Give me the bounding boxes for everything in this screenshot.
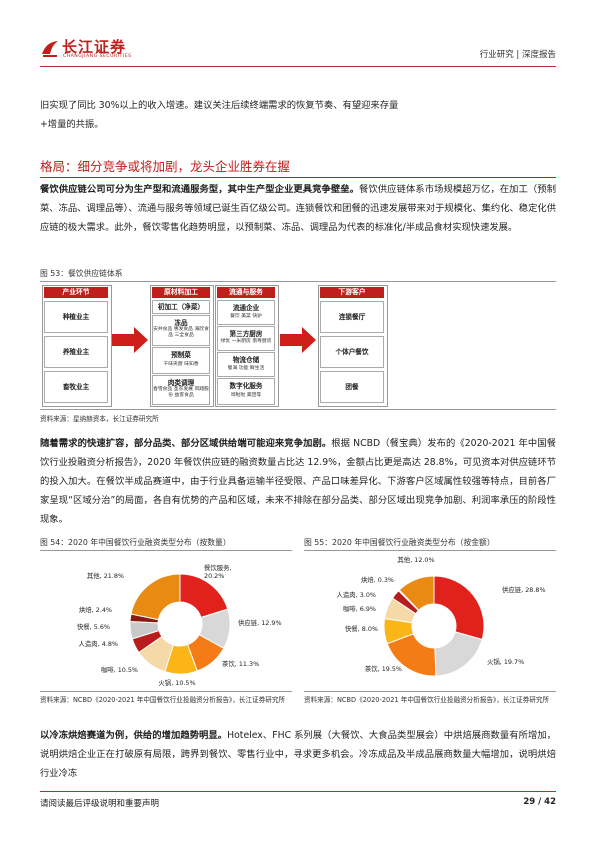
flow-item-3: 物流仓储蜀海 功能 鲜生活: [217, 352, 275, 377]
pie-label-3: 茶饮, 11.3%: [222, 659, 259, 668]
pie-label-8: 烘焙, 2.4%: [79, 605, 112, 614]
paragraph-2: 随着需求的快速扩容，部分品类、部分区域供给端可能迎来竞争加剧。根据 NCBD（餐…: [40, 434, 556, 529]
intro-line-2: +增量的共振。: [40, 119, 104, 130]
raw-processing-head: 原材料加工: [152, 287, 210, 298]
flow-item-2: 第三方厨房 绿优 一米厨房 南粤厨房: [217, 326, 275, 351]
figure-54-rule: [40, 550, 292, 551]
paragraph-3-body: Hotelex、FHC 系列展（大餐饮、大食品类型展会）中烘焙展商数量有所增加，…: [40, 730, 556, 779]
raw-item-3-title: 预制菜: [171, 351, 191, 359]
intro-paragraph: 旧实现了同比 30%以上的收入增速。建议关注后续终端需求的恢复节奏、有望迎来存量…: [40, 96, 556, 134]
report-type-label: 行业研究 | 深度报告: [479, 50, 556, 60]
raw-item-4: 肉类调理 春雪食品 圣农发展 凤翔股份 益客食品: [152, 375, 210, 405]
pie-label-8: 其他, 12.0%: [397, 555, 434, 564]
paragraph-2-lead: 随着需求的快速扩容，部分品类、部分区域供给端可能迎来竞争加剧。: [40, 438, 332, 449]
industry-item-1: 种植业主: [44, 301, 108, 333]
paragraph-1-lead: 餐饮供应链公司可分为生产型和流通服务型，其中生产型企业更具竞争壁垒。: [40, 184, 360, 195]
pie-label-6: 人造肉, 3.0%: [337, 590, 376, 599]
flow-item-4-companies: 哗啦啦 美团等: [230, 393, 262, 398]
pie-label-4: 快餐, 8.0%: [345, 624, 378, 633]
logo-text: 长江证券: [62, 38, 127, 56]
raw-item-2: 冻品 安井食品 惠发食品 海欣食品 三全食品: [152, 315, 210, 346]
flow-item-1-companies: 餐饮 美菜 快驴: [230, 314, 262, 319]
flow-item-1: 流通企业餐饮 美菜 快驴: [217, 300, 275, 325]
company-logo: 长江证券 CHANGJIANG SECURITIES: [40, 36, 150, 62]
figure-53-bottom-rule: [40, 409, 556, 410]
figure-53-caption: 图 53：餐饮供应链体系: [40, 269, 123, 278]
raw-item-3-companies: 千味央厨 味知香: [163, 362, 199, 367]
intro-line-1: 旧实现了同比 30%以上的收入增速。建议关注后续终端需求的恢复节奏、有望迎来存量: [40, 100, 399, 111]
paragraph-1: 餐饮供应链公司可分为生产型和流通服务型，其中生产型企业更具竞争壁垒。餐饮供应链体…: [40, 180, 556, 237]
raw-item-4-title: 肉类调理: [167, 379, 195, 387]
downstream-item-2: 个体户餐饮: [320, 336, 384, 368]
pie-label-7: 快餐, 5.6%: [77, 622, 110, 631]
industry-item-2: 养殖业主: [44, 336, 108, 368]
downstream-item-1: 连锁餐厅: [320, 301, 384, 333]
figure-55-source: 资料来源：NCBD《2020-2021 年中国餐饮行业投融资分析报告》，长江证券…: [304, 696, 550, 704]
footer-disclaimer: 请阅读最后评级说明和重要声明: [40, 799, 160, 809]
downstream-item-3: 团餐: [320, 371, 384, 403]
pie-slice-2: [434, 631, 483, 677]
flow-item-4-title: 数字化服务: [229, 382, 263, 390]
pie-label-5: 咖啡, 6.9%: [343, 604, 376, 613]
pie-label-2: 火锅, 19.7%: [487, 657, 524, 666]
pie-slice-1: [433, 575, 485, 641]
raw-item-1: 初加工（净菜）: [152, 300, 210, 314]
paragraph-2-body: 根据 NCBD（餐宝典）发布的《2020-2021 年中国餐饮行业投融资分析报告…: [40, 438, 556, 525]
pie-label-3: 茶饮, 19.5%: [365, 664, 402, 673]
figure-55-rule: [304, 550, 556, 551]
raw-item-2-title: 冻品: [174, 319, 188, 327]
flow-item-4: 数字化服务哗啦啦 美团等: [217, 378, 275, 405]
raw-item-3: 预制菜千味央厨 味知香: [152, 347, 210, 374]
flow-item-3-title: 物流仓储: [232, 356, 260, 364]
flow-item-2-companies: 绿优 一米厨房 南粤厨房: [220, 339, 272, 344]
logo-subtext: CHANGJIANG SECURITIES: [63, 54, 132, 59]
pie-slice-8: [398, 575, 435, 611]
raw-item-4-companies: 春雪食品 圣农发展 凤翔股份 益客食品: [153, 387, 209, 398]
flow-item-1-title: 流通企业: [232, 304, 260, 312]
arrow-right-icon: [112, 327, 148, 353]
pie-label-6: 人造肉, 4.8%: [79, 639, 118, 648]
figure-55-caption: 图 55：2020 年中国餐饮行业融资类型分布（按金额）: [304, 538, 495, 547]
figure-54-caption: 图 54：2020 年中国餐饮行业融资类型分布（按数量）: [40, 538, 231, 547]
pie-label-5: 咖啡, 10.5%: [101, 665, 138, 674]
industry-head: 产业环节: [44, 287, 108, 298]
figure-54-bottom-rule: [40, 691, 292, 692]
figure-53-source: 资料来源：星纳赫资本，长江证券研究所: [40, 415, 159, 423]
figure-53-rule: [40, 281, 556, 282]
pie-label-1: 供应链, 28.8%: [502, 585, 546, 594]
section-divider: [40, 177, 556, 178]
pie-chart-by-count: 餐饮服务, 20.2% 供应链, 12.9% 茶饮, 11.3% 火锅, 10.5% 咖啡…: [77, 563, 282, 687]
paragraph-3-lead: 以冷冻烘焙赛道为例，供给的增加趋势明显。: [40, 730, 228, 741]
page-number: 29 / 42: [523, 797, 556, 807]
figure-54-source: 资料来源：NCBD《2020-2021 年中国餐饮行业投融资分析报告》，长江证券…: [40, 696, 286, 704]
pie-chart-by-amount: 供应链, 28.8% 火锅, 19.7% 茶饮, 19.5% 快餐, 8.0% 咖啡, …: [337, 555, 546, 677]
flow-item-3-companies: 蜀海 功能 鲜生活: [227, 366, 265, 371]
pie-label-4: 火锅, 10.5%: [158, 678, 195, 687]
arrow-right-icon: [280, 327, 316, 353]
section-title: 格局：细分竞争或将加剧，龙头企业胜券在握: [40, 159, 291, 174]
figure-55-bottom-rule: [304, 691, 556, 692]
flow-item-2-title: 第三方厨房: [229, 330, 263, 338]
industry-item-3: 畜牧业主: [44, 371, 108, 403]
pie-label-1: 餐饮服务, 20.2%: [204, 563, 232, 580]
pie-slice-9: [130, 573, 181, 621]
pie-label-7: 烘焙, 0.3%: [361, 575, 394, 584]
raw-item-1-title: 初加工（净菜）: [157, 303, 205, 311]
pie-label-2: 供应链, 12.9%: [238, 618, 282, 627]
logo-mark-icon: [42, 41, 58, 57]
footer-divider: [40, 791, 556, 792]
raw-item-2-companies: 安井食品 惠发食品 海欣食品 三全食品: [153, 327, 209, 338]
pie-label-9: 其他, 21.8%: [87, 571, 124, 580]
flow-service-head: 流通与服务: [217, 287, 275, 298]
paragraph-3: 以冷冻烘焙赛道为例，供给的增加趋势明显。Hotelex、FHC 系列展（大餐饮、…: [40, 726, 556, 783]
downstream-head: 下游客户: [320, 287, 384, 298]
paragraph-1-body: 餐饮供应链体系市场规模超万亿，在加工（预制菜、冻品、调理品等）、流通与服务等领域…: [40, 184, 556, 233]
header-divider: [40, 66, 556, 67]
